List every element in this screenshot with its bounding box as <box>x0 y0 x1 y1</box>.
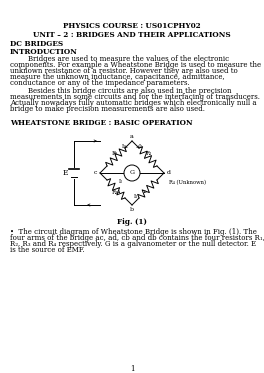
Text: 1: 1 <box>130 365 134 373</box>
Text: G: G <box>130 170 134 176</box>
Text: R₃: R₃ <box>112 190 118 195</box>
Text: PHYSICS COURSE : US01CPHY02: PHYSICS COURSE : US01CPHY02 <box>63 22 201 30</box>
Text: R₂: R₂ <box>146 151 152 156</box>
Circle shape <box>124 165 140 181</box>
Text: is the source of EMF.: is the source of EMF. <box>10 246 85 254</box>
Text: components. For example a Wheatstone Bridge is used to measure the: components. For example a Wheatstone Bri… <box>10 61 261 69</box>
Text: UNIT – 2 : BRIDGES AND THEIR APPLICATIONS: UNIT – 2 : BRIDGES AND THEIR APPLICATION… <box>33 31 231 39</box>
Text: R₁: R₁ <box>112 151 118 156</box>
Text: d: d <box>167 170 171 176</box>
Text: c: c <box>93 170 97 176</box>
Text: INTRODUCTION: INTRODUCTION <box>10 48 78 56</box>
Text: I₁: I₁ <box>134 194 138 200</box>
Text: Fig. (1): Fig. (1) <box>117 218 147 226</box>
Text: four arms of the bridge ac, ad, cb and db contains the four resistors R₁,: four arms of the bridge ac, ad, cb and d… <box>10 234 264 242</box>
Text: bridge to make precision measurements are also used.: bridge to make precision measurements ar… <box>10 105 205 113</box>
Text: R₄ (Unknown): R₄ (Unknown) <box>169 180 206 185</box>
Text: Bridges are used to measure the values of the electronic: Bridges are used to measure the values o… <box>10 55 229 63</box>
Text: b: b <box>130 207 134 212</box>
Text: conductance or any of the impedance parameters.: conductance or any of the impedance para… <box>10 79 190 87</box>
Text: DC BRIDGES: DC BRIDGES <box>10 40 63 48</box>
Text: WHEATSTONE BRIDGE : BASIC OPERATION: WHEATSTONE BRIDGE : BASIC OPERATION <box>10 119 193 127</box>
Text: unknown resistance of a resistor. However they are also used to: unknown resistance of a resistor. Howeve… <box>10 67 238 75</box>
Text: Actually nowadays fully automatic bridges which electronically null a: Actually nowadays fully automatic bridge… <box>10 99 257 107</box>
Text: Besides this bridge circuits are also used in the precision: Besides this bridge circuits are also us… <box>10 87 232 95</box>
Text: a: a <box>130 134 134 139</box>
Text: measure the unknown inductance, capacitance, admittance,: measure the unknown inductance, capacita… <box>10 73 225 81</box>
Text: R₂, R₃ and R₄ respectively. G is a galvanometer or the null detector. E: R₂, R₃ and R₄ respectively. G is a galva… <box>10 240 256 248</box>
Text: E: E <box>62 169 68 177</box>
Text: I₂: I₂ <box>119 179 123 184</box>
Text: measurements in some circuits and for the interfacing of transducers.: measurements in some circuits and for th… <box>10 93 260 101</box>
Text: I₂: I₂ <box>138 144 143 149</box>
Text: •  The circuit diagram of Wheatstone Bridge is shown in Fig. (1). The: • The circuit diagram of Wheatstone Brid… <box>10 228 257 236</box>
Text: I₁: I₁ <box>121 144 126 149</box>
